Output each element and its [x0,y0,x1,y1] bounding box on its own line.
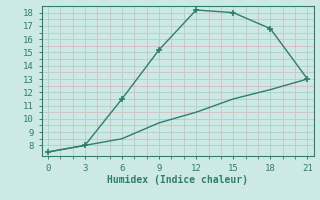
X-axis label: Humidex (Indice chaleur): Humidex (Indice chaleur) [107,175,248,185]
